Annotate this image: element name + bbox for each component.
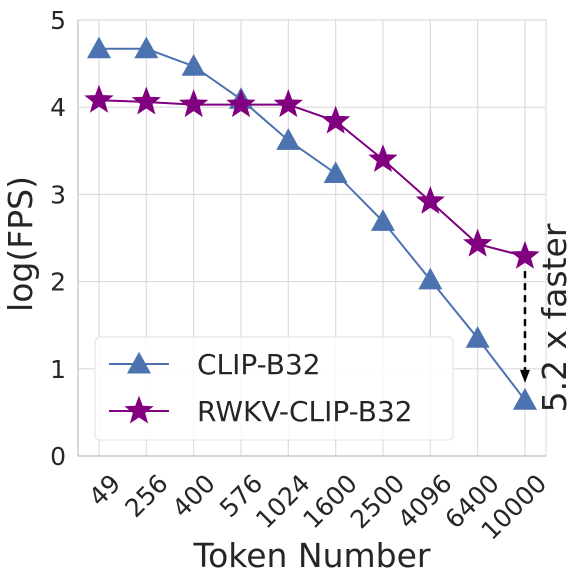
- data-point: [462, 228, 493, 257]
- x-tick-label: 49: [83, 469, 126, 512]
- annotation-label: 5.2 x faster: [535, 223, 574, 412]
- series-line: [99, 47, 526, 401]
- series-line: [98, 99, 526, 258]
- y-tick-label: 2: [50, 268, 66, 297]
- data-point: [323, 161, 348, 183]
- y-tick-label: 1: [50, 355, 66, 384]
- data-point: [226, 89, 256, 118]
- legend-marker: [126, 351, 152, 374]
- y-tick-label: 3: [50, 180, 66, 209]
- data-point: [510, 240, 540, 269]
- y-tick-label: 4: [50, 93, 66, 122]
- x-tick-label: 400: [167, 469, 221, 523]
- data-point: [134, 36, 159, 59]
- x-tick-label: 1600: [297, 469, 362, 534]
- data-point: [273, 89, 303, 118]
- legend-label: CLIP-B32: [197, 348, 321, 381]
- y-axis-label: log(FPS): [1, 176, 40, 312]
- data-point: [370, 209, 395, 231]
- data-point: [465, 326, 490, 348]
- x-tick-label: 4096: [392, 469, 457, 534]
- legend-marker: [124, 395, 154, 424]
- legend: CLIP-B32 RWKV-CLIP-B32: [94, 336, 454, 441]
- legend-label: RWKV-CLIP-B32: [197, 395, 413, 428]
- legend-box: [94, 336, 454, 441]
- data-point: [512, 387, 537, 410]
- data-point: [415, 185, 445, 214]
- data-point: [86, 36, 112, 59]
- data-point: [368, 144, 398, 173]
- data-point: [84, 84, 114, 113]
- data-point: [320, 105, 351, 134]
- series-layer: [84, 36, 540, 410]
- annotation-layer: 5.2 x faster: [519, 223, 574, 412]
- axes-layer: 0123454925640057610241600250040966400100…: [50, 6, 552, 545]
- x-tick-label: 256: [119, 469, 173, 523]
- x-tick-label: 1024: [250, 469, 315, 534]
- data-point: [178, 89, 209, 118]
- data-point: [276, 128, 301, 150]
- data-point: [131, 86, 161, 115]
- data-point: [418, 267, 443, 290]
- data-point: [181, 54, 206, 76]
- annotation-arrow-head: [519, 369, 530, 383]
- y-tick-label: 0: [50, 442, 66, 471]
- y-tick-label: 5: [50, 6, 66, 35]
- x-axis-label: Token Number: [193, 536, 431, 575]
- x-tick-label: 2500: [345, 469, 410, 534]
